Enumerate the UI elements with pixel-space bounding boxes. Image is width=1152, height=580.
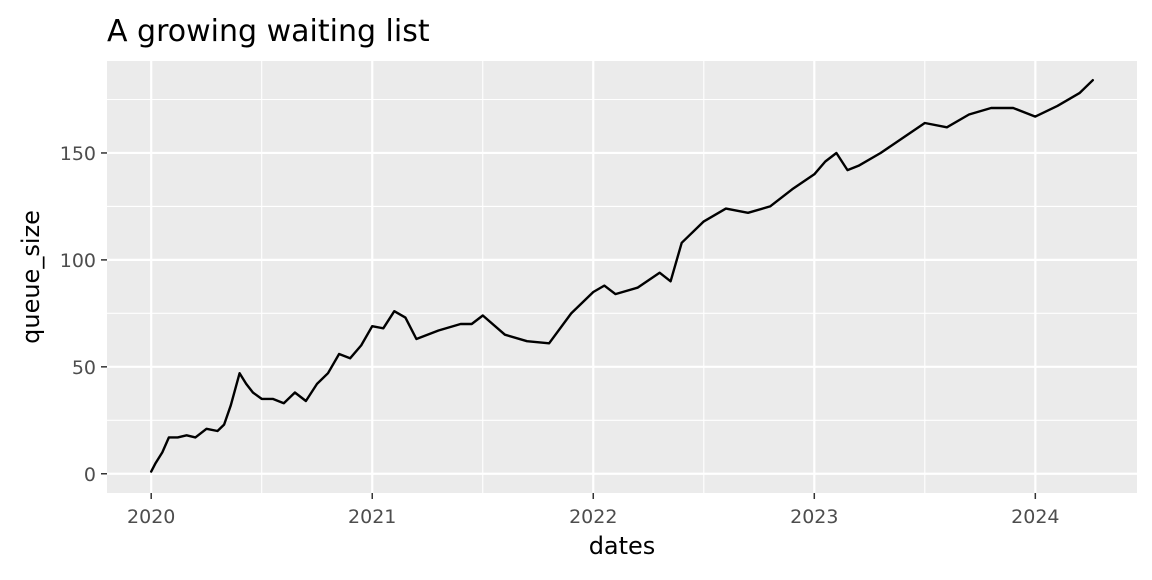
x-tick-label: 2022 [569,506,617,528]
x-tick-label: 2021 [348,506,396,528]
y-tick-label: 0 [84,464,96,486]
grid-minor [107,61,1137,493]
chart-title: A growing waiting list [107,14,430,49]
x-axis: 2020 2021 2022 2023 2024 [127,493,1060,528]
x-tick-label: 2023 [790,506,838,528]
series-line-queue_size [149,78,1095,473]
y-tick-label: 50 [72,357,96,379]
plot-panel [107,61,1137,493]
grid-major [107,61,1137,493]
x-axis-label: dates [589,532,656,560]
y-axis: 0 50 100 150 [60,143,107,486]
x-tick-label: 2020 [127,506,175,528]
y-tick-label: 150 [60,143,96,165]
series-layer [149,78,1095,473]
y-axis-label: queue_size [17,210,45,344]
x-tick-label: 2024 [1011,506,1059,528]
y-tick-label: 100 [60,250,96,272]
